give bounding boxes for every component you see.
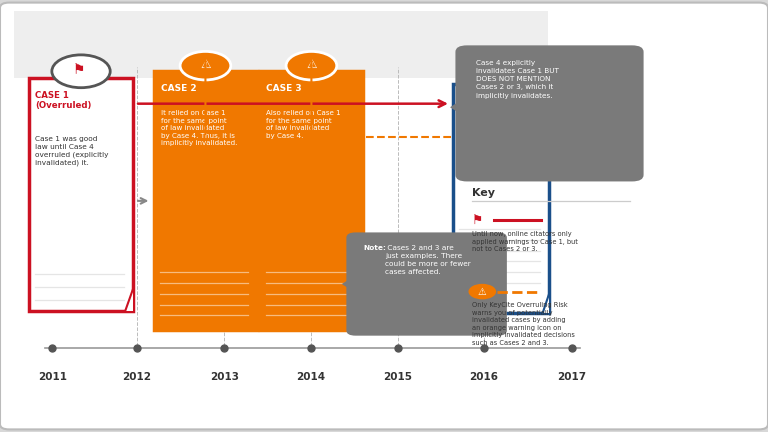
FancyBboxPatch shape — [29, 78, 133, 311]
Text: It relied on Case 1
for the same point
of law invalidated
by Case 4. Thus, it is: It relied on Case 1 for the same point o… — [161, 110, 237, 146]
Polygon shape — [125, 289, 133, 311]
Polygon shape — [543, 294, 549, 313]
Text: Until now, online citators only
applied warnings to Case 1, but
not to Cases 2 o: Until now, online citators only applied … — [472, 231, 578, 252]
Text: CASE 3: CASE 3 — [266, 84, 302, 93]
Text: Case 4 explicitly
invalidates Case 1 BUT
DOES NOT MENTION
Cases 2 or 3, which it: Case 4 explicitly invalidates Case 1 BUT… — [476, 60, 559, 98]
Text: 2015: 2015 — [383, 372, 412, 381]
Circle shape — [468, 284, 496, 299]
Text: Only KeyCite Overruling Risk
warns you of potentially
invalidated cases by addin: Only KeyCite Overruling Risk warns you o… — [472, 302, 575, 346]
Text: Also relied on Case 1
for the same point
of law invalidated
by Case 4.: Also relied on Case 1 for the same point… — [266, 110, 341, 139]
Polygon shape — [342, 276, 356, 293]
Text: ⚠: ⚠ — [478, 286, 487, 297]
Text: Explicitly
Invalidates Case 1: Explicitly Invalidates Case 1 — [460, 121, 537, 134]
Polygon shape — [250, 309, 257, 330]
Text: ⚠: ⚠ — [306, 58, 316, 71]
Text: 2012: 2012 — [122, 372, 151, 381]
Text: CASE 1
(Overruled): CASE 1 (Overruled) — [35, 91, 91, 111]
Polygon shape — [125, 289, 133, 311]
Polygon shape — [356, 309, 363, 330]
Text: 2011: 2011 — [38, 372, 67, 381]
FancyBboxPatch shape — [453, 84, 549, 313]
FancyBboxPatch shape — [14, 11, 548, 78]
Text: ⚠: ⚠ — [200, 58, 210, 71]
Text: Key: Key — [472, 188, 495, 198]
Text: 2013: 2013 — [210, 372, 239, 381]
Text: CASE 2: CASE 2 — [161, 84, 196, 93]
Text: Cases 2 and 3 are
just examples. There
could be more or fewer
cases affected.: Cases 2 and 3 are just examples. There c… — [385, 245, 471, 275]
Polygon shape — [356, 309, 363, 330]
FancyBboxPatch shape — [0, 3, 768, 429]
FancyBboxPatch shape — [154, 71, 257, 330]
Text: ⚑: ⚑ — [72, 63, 85, 77]
Text: 2017: 2017 — [558, 372, 587, 381]
Text: Note:: Note: — [363, 245, 386, 251]
Text: 2016: 2016 — [469, 372, 498, 381]
FancyBboxPatch shape — [346, 232, 507, 336]
Polygon shape — [250, 309, 257, 330]
Circle shape — [180, 51, 230, 80]
Polygon shape — [450, 96, 467, 118]
FancyBboxPatch shape — [455, 45, 644, 181]
Text: ⚑: ⚑ — [472, 214, 484, 227]
Text: Case 1 was good
law until Case 4
overruled (explicitly
invalidated) it.: Case 1 was good law until Case 4 overrul… — [35, 136, 109, 165]
Polygon shape — [543, 294, 549, 313]
Circle shape — [286, 51, 336, 80]
Text: 2014: 2014 — [296, 372, 326, 381]
Circle shape — [52, 55, 111, 88]
Text: CASE 4: CASE 4 — [460, 95, 496, 104]
FancyBboxPatch shape — [260, 71, 363, 330]
